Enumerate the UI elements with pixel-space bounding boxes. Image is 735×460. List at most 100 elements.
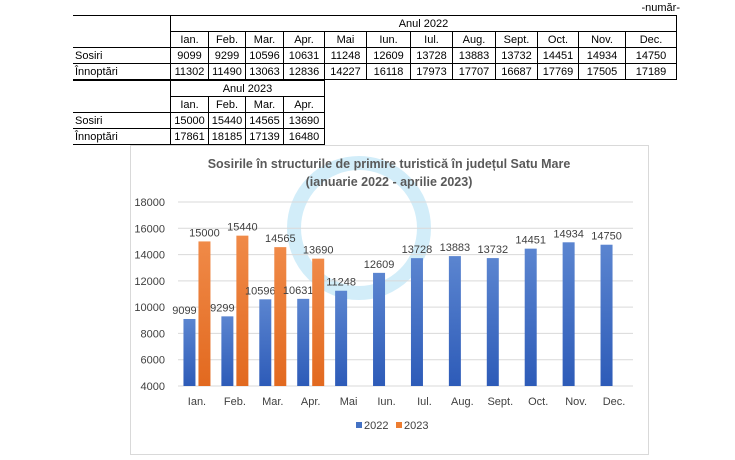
table-cell: 13732 xyxy=(495,47,538,64)
data-label: 13728 xyxy=(402,244,433,256)
x-tick-label: Iun. xyxy=(377,396,395,408)
blank-cell xyxy=(73,80,171,113)
month-header: Dec. xyxy=(625,31,677,48)
y-tick-label: 4000 xyxy=(141,381,165,393)
table-2023: Anul 2023 Ian. Feb. Mar. Apr. Sosiri 15000 1544… xyxy=(73,80,325,145)
bar-2022 xyxy=(562,242,575,386)
table-cell: 14565 xyxy=(245,112,284,129)
table-cell: 14750 xyxy=(625,47,677,64)
row-label: Sosiri xyxy=(73,112,171,129)
table-2022: Anul 2022 Ian. Feb. Mar. Apr. Mai Iun. Iul. Aug.… xyxy=(73,15,677,80)
table-cell: 16480 xyxy=(283,128,325,145)
data-label: 9299 xyxy=(210,302,234,314)
x-tick-label: Mar. xyxy=(262,396,283,408)
month-header: Ian. xyxy=(170,31,209,48)
table-cell: 17139 xyxy=(245,128,284,145)
month-header: Aug. xyxy=(452,31,496,48)
bar-2023 xyxy=(274,247,287,386)
month-header: Feb. xyxy=(208,31,246,48)
legend-label: 2023 xyxy=(404,420,428,432)
bar-2022 xyxy=(297,298,310,386)
x-tick-label: Dec. xyxy=(603,396,626,408)
row-label: Înnoptări xyxy=(73,63,171,80)
y-tick-label: 8000 xyxy=(141,328,165,340)
bar-2022 xyxy=(410,258,423,386)
table-cell: 17505 xyxy=(578,63,626,80)
table-cell: 13728 xyxy=(410,47,453,64)
month-header: Iun. xyxy=(366,31,411,48)
table-cell: 16687 xyxy=(495,63,538,80)
row-label: Sosiri xyxy=(73,47,171,64)
header-row: Anul 2023 xyxy=(73,80,325,113)
bar-chart: Sosirile în structurile de primire turis… xyxy=(134,156,633,432)
table-row: Înnoptări 11302 11490 13063 12836 14227 16118 1… xyxy=(73,63,677,80)
data-label: 14750 xyxy=(591,231,622,243)
month-header: Nov. xyxy=(578,31,626,48)
table-cell: 14227 xyxy=(324,63,367,80)
bar-2023 xyxy=(198,241,211,386)
x-tick-label: Sept. xyxy=(487,396,513,408)
table-cell: 11490 xyxy=(208,63,246,80)
table-row: Sosiri 9099 9299 10596 10631 11248 12609 13728 1… xyxy=(73,47,677,64)
table-cell: 15000 xyxy=(170,112,209,129)
bar-2022 xyxy=(373,272,386,386)
table-cell: 13883 xyxy=(452,47,496,64)
data-label: 14451 xyxy=(515,235,546,247)
table-cell: 10596 xyxy=(245,47,284,64)
data-label: 13883 xyxy=(440,242,471,254)
table-cell: 15440 xyxy=(208,112,246,129)
x-tick-label: Aug. xyxy=(451,396,474,408)
table-cell: 10631 xyxy=(283,47,325,64)
table-cell: 13690 xyxy=(283,112,325,129)
month-header: Apr. xyxy=(283,96,325,113)
data-label: 15440 xyxy=(227,222,258,234)
table-cell: 17973 xyxy=(410,63,453,80)
table-cell: 14934 xyxy=(578,47,626,64)
legend-label: 2022 xyxy=(364,420,388,432)
bar-2022 xyxy=(259,299,272,386)
data-label: 10596 xyxy=(245,285,276,297)
table-cell: 18185 xyxy=(208,128,246,145)
y-tick-label: 16000 xyxy=(134,223,165,235)
table-cell: 17769 xyxy=(537,63,579,80)
table-row: Sosiri 15000 15440 14565 13690 xyxy=(73,112,325,129)
y-tick-label: 12000 xyxy=(134,276,165,288)
data-label: 9099 xyxy=(172,305,196,317)
bar-2022 xyxy=(524,248,537,386)
data-label: 10631 xyxy=(283,285,314,297)
bar-2022 xyxy=(183,318,196,386)
x-tick-label: Apr. xyxy=(301,396,321,408)
table-row: Înnoptări 17861 18185 17139 16480 xyxy=(73,128,325,145)
y-tick-label: 6000 xyxy=(141,355,165,367)
legend-swatch-2023 xyxy=(396,422,402,428)
table-cell: 11248 xyxy=(324,47,367,64)
month-header: Ian. xyxy=(170,96,209,113)
chart-container: Sosirile în structurile de primire turis… xyxy=(130,145,649,455)
month-header: Mai xyxy=(324,31,367,48)
table-cell: 9099 xyxy=(170,47,209,64)
y-tick-label: 18000 xyxy=(134,197,165,209)
data-label: 14934 xyxy=(553,228,584,240)
bar-2023 xyxy=(312,258,325,386)
table-cell: 9299 xyxy=(208,47,246,64)
x-tick-label: Mai xyxy=(340,396,358,408)
bar-2022 xyxy=(486,258,499,386)
bar-2023 xyxy=(236,235,249,386)
year-header: Anul 2022 xyxy=(170,15,677,32)
data-label: 13690 xyxy=(303,245,334,257)
data-label: 12609 xyxy=(364,259,395,271)
unit-label: -număr- xyxy=(641,2,680,14)
table-cell: 17707 xyxy=(452,63,496,80)
x-tick-label: Feb. xyxy=(224,396,246,408)
month-header: Mar. xyxy=(245,96,284,113)
months-row: Ian. Feb. Mar. Apr. Mai Iun. Iul. Aug. Sept. Oct.… xyxy=(73,31,677,48)
month-header: Feb. xyxy=(208,96,246,113)
table-cell: 17861 xyxy=(170,128,209,145)
table-cell: 11302 xyxy=(170,63,209,80)
data-label: 13732 xyxy=(477,244,508,256)
table-cell: 12836 xyxy=(283,63,325,80)
table-cell: 16118 xyxy=(366,63,411,80)
row-label: Înnoptări xyxy=(73,128,171,145)
bar-2022 xyxy=(448,256,461,386)
table-cell: 12609 xyxy=(366,47,411,64)
